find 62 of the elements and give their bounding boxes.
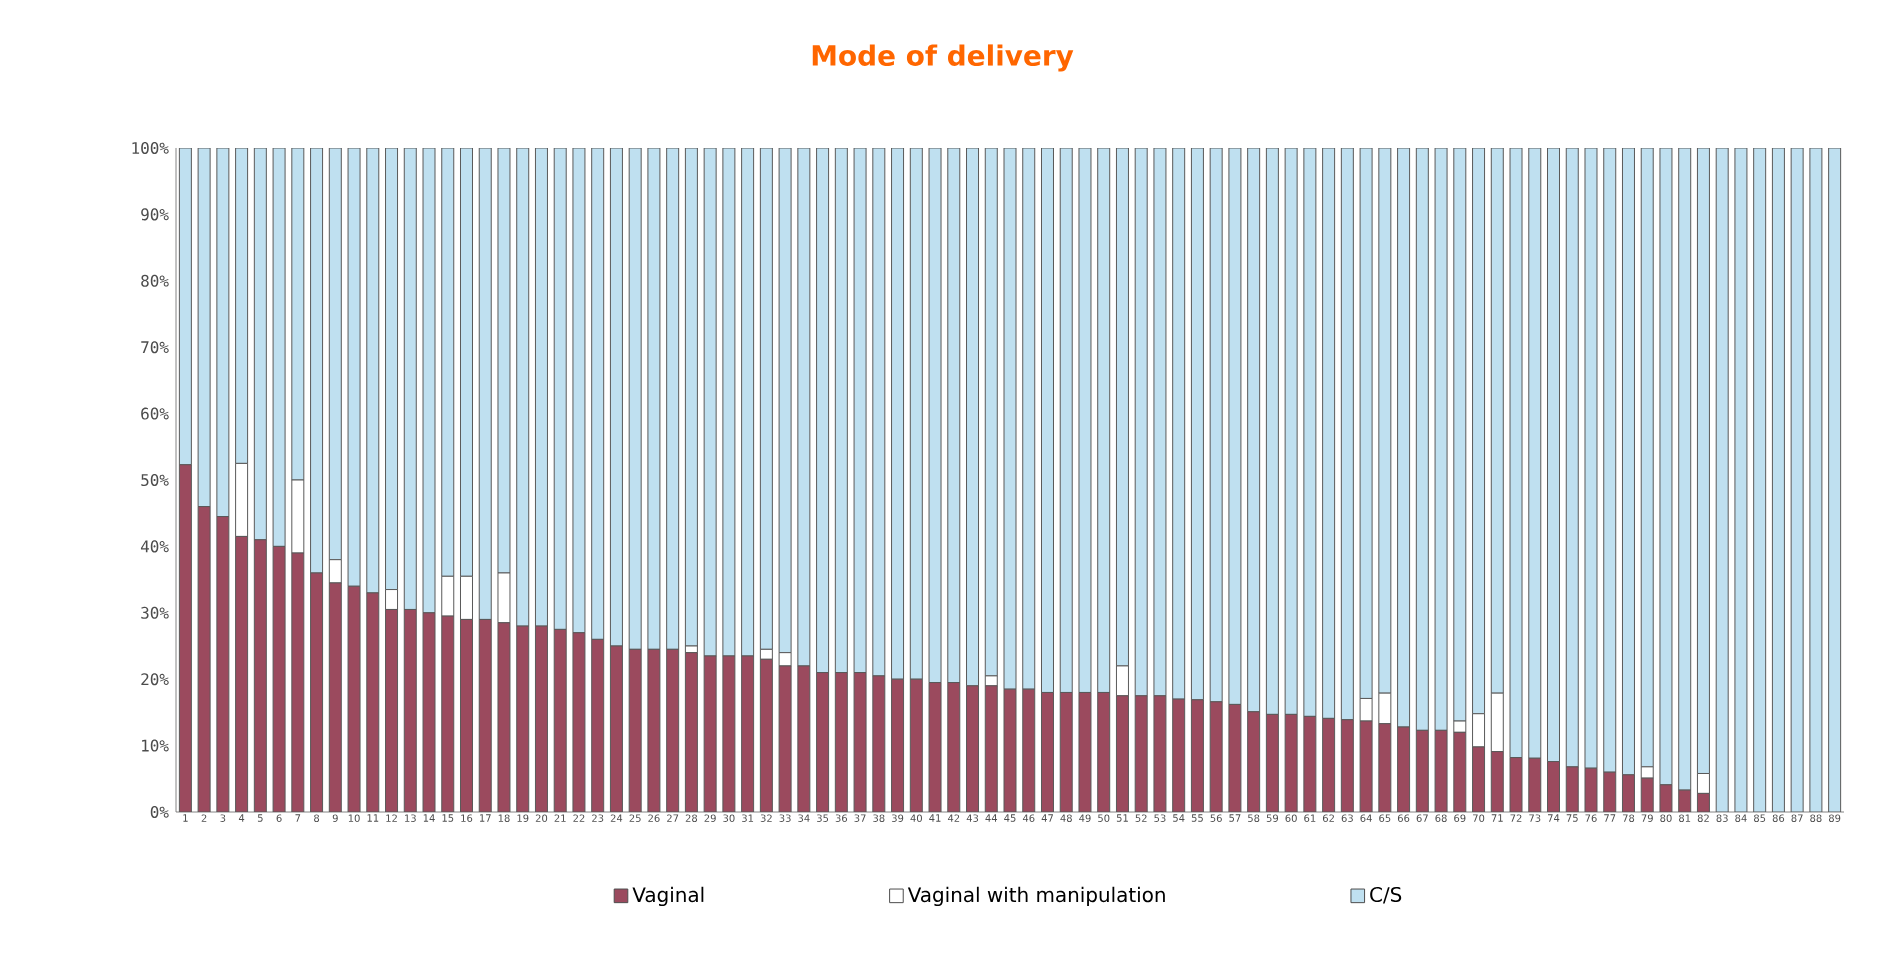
- bar: [1397, 726, 1411, 812]
- bar: [1453, 731, 1467, 812]
- bar: [1097, 691, 1111, 812]
- bar: [1734, 147, 1748, 812]
- bar: [628, 648, 642, 812]
- chart-title: Mode of delivery: [812, 44, 1074, 72]
- bar: [1022, 688, 1036, 812]
- bar: [1828, 147, 1842, 812]
- bar: [666, 648, 680, 812]
- legend-label: Vaginal with manipulation: [907, 886, 1165, 907]
- bar: [797, 665, 811, 812]
- bar: [1340, 719, 1354, 812]
- bar: [1415, 729, 1429, 812]
- bar: [1715, 147, 1729, 812]
- bar: [1771, 147, 1785, 812]
- bar: [310, 572, 324, 812]
- bar: [328, 582, 342, 812]
- bar: [1247, 711, 1261, 812]
- bar: [291, 552, 305, 812]
- bar: [1809, 147, 1823, 812]
- bar: [872, 675, 886, 812]
- bar: [684, 652, 698, 812]
- bar: [984, 147, 998, 677]
- bar: [1753, 147, 1767, 812]
- bar: [1265, 713, 1279, 812]
- bar: [909, 678, 923, 812]
- bar: [1134, 695, 1148, 812]
- bar: [741, 655, 755, 812]
- bar: [1115, 695, 1129, 812]
- bar: [1209, 701, 1223, 812]
- bar: [684, 147, 698, 647]
- bar: [609, 645, 623, 812]
- bar: [984, 685, 998, 812]
- legend-label: Vaginal: [632, 886, 704, 907]
- bar: [759, 658, 773, 812]
- bar: [947, 682, 961, 812]
- bar: [553, 628, 567, 812]
- bar: [1490, 751, 1504, 812]
- bar: [441, 615, 455, 812]
- bar: [1040, 691, 1054, 812]
- bar: [891, 678, 905, 812]
- bar: [235, 535, 249, 812]
- bar: [591, 638, 605, 812]
- bar: [834, 672, 848, 812]
- bar: [253, 539, 267, 812]
- bar: [385, 608, 399, 812]
- bar: [1059, 691, 1073, 812]
- bar: [1172, 698, 1186, 812]
- bar: [966, 685, 980, 812]
- bar: [534, 625, 548, 812]
- bar: [403, 608, 417, 812]
- bar: [516, 625, 530, 812]
- bar: [1378, 723, 1392, 812]
- bar: [816, 672, 830, 812]
- bar: [1322, 717, 1336, 812]
- bar: [478, 618, 492, 812]
- bar: [460, 618, 473, 812]
- bar: [366, 592, 380, 812]
- bar: [179, 464, 192, 812]
- bar: [1790, 147, 1804, 812]
- bar: [1190, 699, 1204, 812]
- legend-label: C/S: [1370, 886, 1402, 904]
